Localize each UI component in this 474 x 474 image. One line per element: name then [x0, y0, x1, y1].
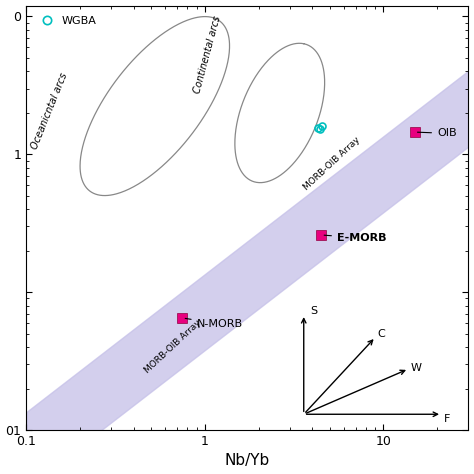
Text: N-MORB: N-MORB: [185, 319, 243, 329]
Text: OIB: OIB: [418, 128, 456, 138]
Text: Oceanicntal arcs: Oceanicntal arcs: [30, 71, 70, 151]
Text: MORB-OIB Array: MORB-OIB Array: [302, 135, 362, 192]
Legend: WGBA: WGBA: [32, 11, 101, 30]
Text: MORB-OIB Array: MORB-OIB Array: [143, 318, 203, 375]
Text: E-MORB: E-MORB: [324, 233, 386, 243]
Text: Continental arcs: Continental arcs: [192, 15, 223, 95]
X-axis label: Nb/Yb: Nb/Yb: [225, 454, 270, 468]
